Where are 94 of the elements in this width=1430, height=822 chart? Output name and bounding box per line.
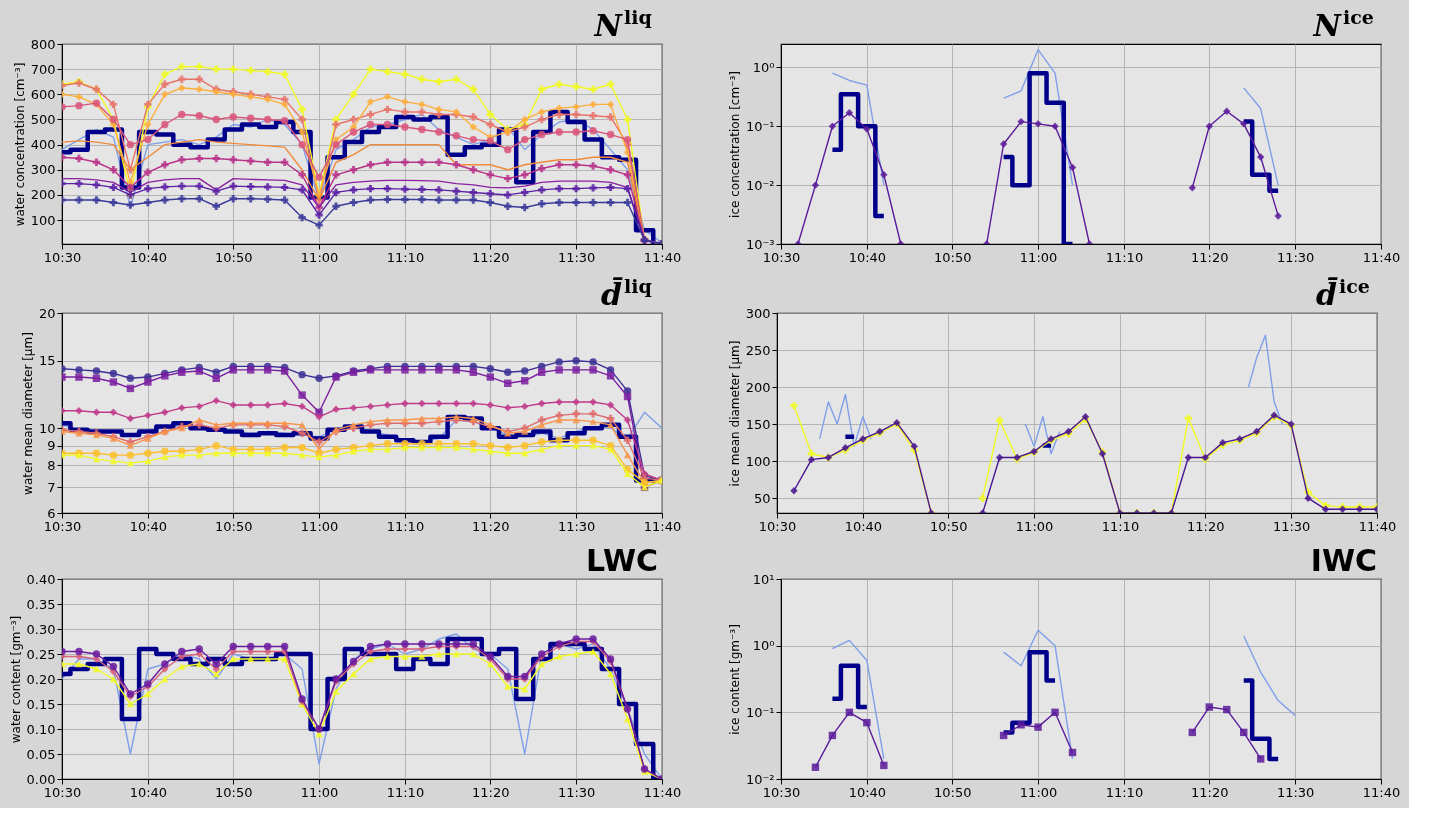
- y-tick-label: 20: [38, 305, 56, 321]
- y-tick-label: 100: [745, 453, 771, 469]
- x-tick-label: 10:30: [43, 518, 82, 534]
- y-tick-label: 300: [30, 162, 56, 178]
- y-tick-label: 250: [745, 342, 771, 358]
- y-tick-label: 100: [30, 212, 56, 228]
- x-tick-label: 10:40: [129, 249, 168, 265]
- y-tick-label: 10⁻¹: [745, 118, 775, 134]
- y-tick-label: 8: [47, 457, 56, 473]
- x-tick-label: 11:40: [1362, 784, 1401, 800]
- x-tick-label: 10:50: [214, 518, 253, 534]
- chart-title: LWC: [586, 543, 658, 578]
- x-tick-label: 10:30: [762, 249, 801, 265]
- y-tick-label: 0.25: [26, 646, 56, 662]
- x-tick-label: 11:30: [557, 518, 596, 534]
- x-tick-label: 10:30: [43, 784, 82, 800]
- x-tick-label: 10:50: [214, 784, 253, 800]
- y-axis-title: water content [gm⁻³]: [8, 615, 23, 744]
- y-axis-title: ice content [gm⁻³]: [727, 624, 742, 735]
- y-tick-label: 10⁻¹: [745, 704, 775, 720]
- y-axis-title: water mean diameter [µm]: [20, 332, 35, 495]
- x-tick-label: 10:50: [933, 249, 972, 265]
- y-axis-title: water concentration [cm⁻³]: [12, 62, 27, 227]
- x-tick-label: 11:00: [1019, 784, 1058, 800]
- x-tick-label: 11:20: [1191, 249, 1229, 265]
- y-tick-label: 10¹: [752, 571, 775, 587]
- x-tick-label: 11:00: [300, 249, 339, 265]
- y-tick-label: 7: [47, 479, 56, 495]
- x-tick-label: 11:40: [643, 249, 682, 265]
- x-tick-label: 11:30: [1276, 249, 1315, 265]
- x-tick-label: 11:20: [472, 249, 510, 265]
- x-tick-label: 11:00: [300, 518, 339, 534]
- x-tick-label: 11:00: [300, 784, 339, 800]
- y-axis-title: ice concentration [cm⁻³]: [727, 71, 742, 218]
- x-tick-label: 10:40: [844, 518, 883, 534]
- x-tick-label: 10:30: [758, 518, 797, 534]
- x-tick-label: 11:10: [1105, 784, 1144, 800]
- x-tick-label: 11:40: [643, 784, 682, 800]
- y-tick-label: 10⁻³: [745, 236, 775, 252]
- y-tick-label: 0.10: [26, 721, 56, 737]
- x-tick-label: 11:40: [1362, 249, 1401, 265]
- x-tick-label: 11:10: [386, 249, 425, 265]
- x-tick-label: 11:20: [472, 518, 510, 534]
- y-tick-label: 10⁰: [752, 59, 775, 75]
- y-tick-label: 700: [30, 61, 56, 77]
- y-tick-label: 150: [745, 416, 771, 432]
- x-tick-label: 11:00: [1019, 249, 1058, 265]
- x-tick-label: 11:10: [1101, 518, 1140, 534]
- x-tick-label: 11:10: [386, 518, 425, 534]
- y-tick-label: 0.20: [26, 671, 56, 687]
- y-tick-label: 0.00: [26, 771, 56, 787]
- x-tick-label: 11:30: [1272, 518, 1311, 534]
- y-tick-label: 6: [47, 505, 56, 521]
- y-tick-label: 0.40: [26, 571, 56, 587]
- y-tick-label: 400: [30, 137, 56, 153]
- x-tick-label: 10:40: [848, 249, 887, 265]
- x-tick-label: 10:40: [129, 518, 168, 534]
- y-tick-label: 50: [753, 490, 771, 506]
- x-tick-label: 10:30: [43, 249, 82, 265]
- x-tick-label: 11:30: [557, 249, 596, 265]
- y-tick-label: 10⁻²: [745, 771, 775, 787]
- x-tick-label: 10:30: [762, 784, 801, 800]
- y-tick-label: 0.15: [26, 696, 56, 712]
- y-tick-label: 10⁰: [752, 638, 775, 654]
- y-tick-label: 0.30: [26, 621, 56, 637]
- x-tick-label: 11:30: [557, 784, 596, 800]
- x-tick-label: 11:40: [643, 518, 682, 534]
- y-axis-title: ice mean diameter [µm]: [727, 340, 742, 487]
- x-tick-label: 11:00: [1015, 518, 1054, 534]
- y-tick-label: 800: [30, 36, 56, 52]
- y-tick-label: 0.35: [26, 596, 56, 612]
- y-tick-label: 9: [47, 438, 56, 454]
- y-tick-label: 15: [38, 353, 56, 369]
- y-tick-label: 300: [745, 305, 771, 321]
- y-tick-label: 10: [38, 420, 56, 436]
- x-tick-label: 10:40: [848, 784, 887, 800]
- y-tick-label: 0.05: [26, 746, 56, 762]
- x-tick-label: 10:50: [929, 518, 968, 534]
- x-tick-label: 11:10: [386, 784, 425, 800]
- y-tick-label: 500: [30, 111, 56, 127]
- x-tick-label: 11:10: [1105, 249, 1144, 265]
- x-tick-label: 10:50: [214, 249, 253, 265]
- x-tick-label: 11:40: [1358, 518, 1397, 534]
- x-tick-label: 11:20: [1187, 518, 1225, 534]
- y-tick-label: 10⁻²: [745, 177, 775, 193]
- x-tick-label: 10:40: [129, 784, 168, 800]
- x-tick-label: 11:20: [472, 784, 510, 800]
- y-tick-label: 600: [30, 86, 56, 102]
- chart-title: IWC: [1310, 543, 1377, 578]
- y-tick-label: 200: [745, 379, 771, 395]
- y-tick-label: 200: [30, 187, 56, 203]
- x-tick-label: 10:50: [933, 784, 972, 800]
- x-tick-label: 11:20: [1191, 784, 1229, 800]
- x-tick-label: 11:30: [1276, 784, 1315, 800]
